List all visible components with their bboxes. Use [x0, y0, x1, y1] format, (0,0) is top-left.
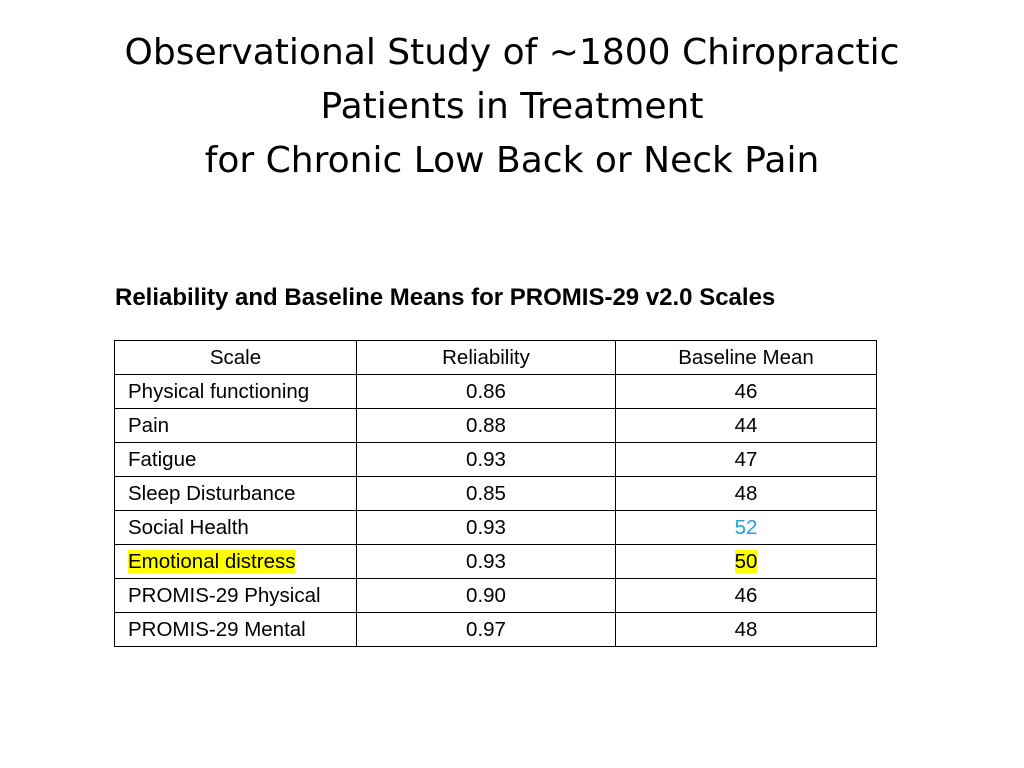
table-header-row: Scale Reliability Baseline Mean	[114, 340, 877, 375]
slide-title-line-1: Observational Study of ~1800 Chiropracti…	[124, 32, 900, 73]
reliability-cell: 0.97	[356, 612, 616, 647]
table-row: Fatigue 0.93 47	[114, 442, 877, 477]
baseline-mean-cell: 46	[615, 374, 877, 409]
table-row: Sleep Disturbance 0.85 48	[114, 476, 877, 511]
table-row: PROMIS-29 Mental 0.97 48	[114, 612, 877, 647]
baseline-mean-value: 48	[734, 617, 758, 641]
table-row: Social Health 0.93 52	[114, 510, 877, 545]
baseline-mean-cell: 48	[615, 612, 877, 647]
baseline-mean-value: 46	[734, 583, 758, 607]
scale-cell: Pain	[114, 408, 357, 443]
reliability-cell: 0.85	[356, 476, 616, 511]
baseline-mean-cell: 46	[615, 578, 877, 613]
table-row: Physical functioning 0.86 46	[114, 374, 877, 409]
scale-label: Sleep Disturbance	[128, 481, 296, 505]
reliability-cell: 0.88	[356, 408, 616, 443]
scale-cell: Emotional distress	[114, 544, 357, 579]
scale-label: PROMIS-29 Physical	[128, 583, 321, 607]
baseline-mean-value-blue: 52	[734, 515, 758, 539]
scale-label: Pain	[128, 413, 170, 437]
reliability-cell: 0.93	[356, 442, 616, 477]
reliability-cell: 0.93	[356, 510, 616, 545]
table-row: PROMIS-29 Physical 0.90 46	[114, 578, 877, 613]
baseline-mean-cell: 50	[615, 544, 877, 579]
column-header-baseline-mean: Baseline Mean	[615, 340, 877, 375]
scale-label: Social Health	[128, 515, 249, 539]
slide-title: Observational Study of ~1800 Chiropracti…	[30, 26, 994, 188]
reliability-cell: 0.90	[356, 578, 616, 613]
scale-label: Fatigue	[128, 447, 197, 471]
column-header-scale: Scale	[114, 340, 357, 375]
baseline-mean-value: 44	[734, 413, 758, 437]
baseline-mean-cell: 48	[615, 476, 877, 511]
baseline-mean-cell: 44	[615, 408, 877, 443]
scale-cell: Fatigue	[114, 442, 357, 477]
baseline-mean-cell: 47	[615, 442, 877, 477]
table-row: Emotional distress 0.93 50	[114, 544, 877, 579]
baseline-mean-value: 48	[734, 481, 758, 505]
table-caption: Reliability and Baseline Means for PROMI…	[115, 284, 776, 311]
scale-label-highlighted: Emotional distress	[128, 549, 296, 573]
promis-scales-table: Scale Reliability Baseline Mean Physical…	[114, 340, 877, 647]
baseline-mean-value-highlighted: 50	[734, 549, 758, 573]
baseline-mean-value: 47	[734, 447, 758, 471]
baseline-mean-value: 46	[734, 379, 758, 403]
reliability-cell: 0.93	[356, 544, 616, 579]
slide-title-line-3: for Chronic Low Back or Neck Pain	[204, 140, 820, 181]
scale-cell: Social Health	[114, 510, 357, 545]
table-row: Pain 0.88 44	[114, 408, 877, 443]
slide-title-line-2: Patients in Treatment	[320, 86, 704, 127]
column-header-reliability: Reliability	[356, 340, 616, 375]
baseline-mean-cell: 52	[615, 510, 877, 545]
reliability-cell: 0.86	[356, 374, 616, 409]
scale-label: PROMIS-29 Mental	[128, 617, 306, 641]
scale-cell: Sleep Disturbance	[114, 476, 357, 511]
scale-label: Physical functioning	[128, 379, 310, 403]
scale-cell: Physical functioning	[114, 374, 357, 409]
scale-cell: PROMIS-29 Mental	[114, 612, 357, 647]
scale-cell: PROMIS-29 Physical	[114, 578, 357, 613]
